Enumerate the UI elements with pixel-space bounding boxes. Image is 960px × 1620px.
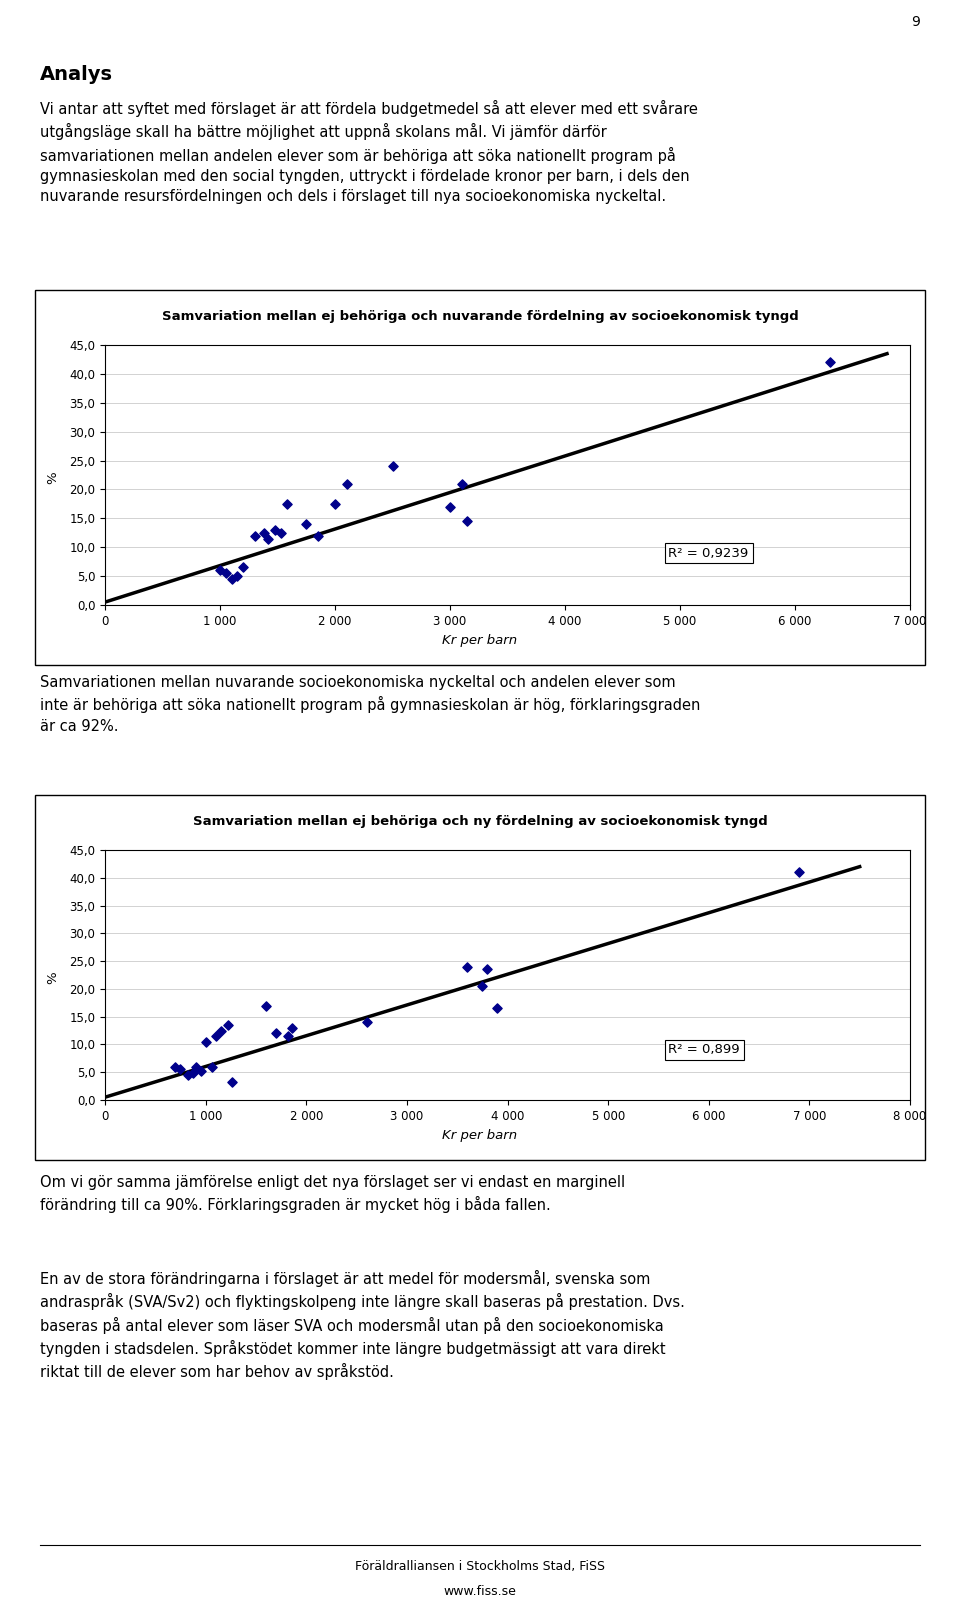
Text: %: % xyxy=(46,471,60,484)
Text: Samvariation mellan ej behöriga och ny fördelning av socioekonomisk tyngd: Samvariation mellan ej behöriga och ny f… xyxy=(193,815,767,828)
Text: Vi antar att syftet med förslaget är att fördela budgetmedel så att elever med e: Vi antar att syftet med förslaget är att… xyxy=(40,100,698,204)
Point xyxy=(218,561,233,586)
Text: Kr per barn: Kr per barn xyxy=(443,1129,517,1142)
Text: Om vi gör samma jämförelse enligt det nya förslaget ser vi endast en marginell
f: Om vi gör samma jämförelse enligt det ny… xyxy=(40,1174,625,1213)
Text: Analys: Analys xyxy=(40,65,113,84)
Point xyxy=(359,1009,374,1035)
Text: Kr per barn: Kr per barn xyxy=(443,633,517,646)
Point xyxy=(180,1063,195,1089)
Point xyxy=(258,993,274,1019)
Point xyxy=(274,520,289,546)
Point xyxy=(213,1017,228,1043)
Text: En av de stora förändringarna i förslaget är att medel för modersmål, svenska so: En av de stora förändringarna i förslage… xyxy=(40,1270,684,1380)
Point xyxy=(490,995,505,1021)
Point xyxy=(822,350,837,376)
Point xyxy=(204,1053,219,1079)
Point xyxy=(168,1053,183,1079)
Point xyxy=(327,491,343,517)
Point xyxy=(443,494,458,520)
Point xyxy=(279,491,295,517)
Text: R² = 0,899: R² = 0,899 xyxy=(668,1043,740,1056)
Point xyxy=(247,523,262,549)
Point xyxy=(460,509,475,535)
Text: R² = 0,9239: R² = 0,9239 xyxy=(668,546,749,559)
Point xyxy=(193,1058,208,1084)
Point xyxy=(229,564,245,590)
Point xyxy=(480,956,495,982)
Point xyxy=(268,517,283,543)
Text: www.fiss.se: www.fiss.se xyxy=(444,1584,516,1597)
Point xyxy=(188,1053,204,1079)
Point xyxy=(280,1024,296,1050)
Point xyxy=(208,1024,224,1050)
Point xyxy=(256,520,272,546)
Point xyxy=(474,974,490,1000)
Point xyxy=(454,471,469,497)
Text: 9: 9 xyxy=(911,15,920,29)
Point xyxy=(385,454,400,480)
Point xyxy=(235,554,251,580)
Point xyxy=(212,557,228,583)
Point xyxy=(260,525,276,551)
Point xyxy=(224,1069,239,1095)
Point xyxy=(339,471,354,497)
Text: %: % xyxy=(46,970,60,983)
Point xyxy=(220,1012,235,1038)
Point xyxy=(284,1014,300,1040)
Point xyxy=(460,954,475,980)
Point xyxy=(198,1029,213,1055)
Text: Föräldralliansen i Stockholms Stad, FiSS: Föräldralliansen i Stockholms Stad, FiSS xyxy=(355,1560,605,1573)
Text: Samvariationen mellan nuvarande socioekonomiska nyckeltal och andelen elever som: Samvariationen mellan nuvarande socioeko… xyxy=(40,676,701,734)
Text: Samvariation mellan ej behöriga och nuvarande fördelning av socioekonomisk tyngd: Samvariation mellan ej behöriga och nuva… xyxy=(161,309,799,322)
Point xyxy=(792,859,807,885)
Point xyxy=(224,565,239,591)
Point xyxy=(269,1021,284,1047)
Point xyxy=(310,523,325,549)
Point xyxy=(185,1061,201,1087)
Point xyxy=(299,512,314,538)
Point xyxy=(173,1056,188,1082)
